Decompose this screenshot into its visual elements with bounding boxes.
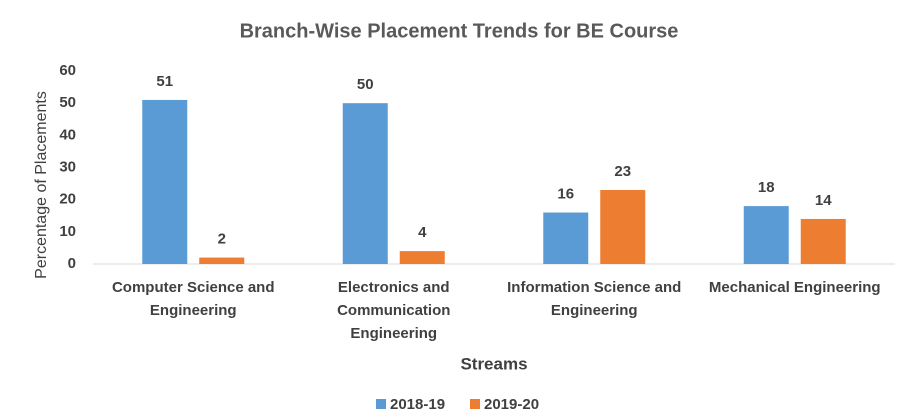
data-label: 50 [357,76,374,93]
x-tick-label: Mechanical Engineering [708,279,881,296]
bar [800,218,846,264]
data-label: 16 [557,186,574,203]
x-tick-label: Information Science and Engineering [507,279,682,319]
legend-label: 2019-20 [484,396,539,413]
data-label: 4 [418,224,427,241]
chart-title: Branch-Wise Placement Trends for BE Cour… [240,20,679,42]
x-tick-label: Electronics and Communication Engineerin… [337,279,451,342]
data-label: 14 [815,192,832,209]
x-axis-title: Streams [460,354,527,373]
bar [399,251,445,264]
y-axis-title: Percentage of Placements [33,91,50,279]
data-label: 51 [156,73,173,90]
bar [600,190,646,264]
y-tick-label: 10 [59,223,76,240]
data-label: 23 [614,163,631,180]
bar [142,99,188,264]
bar [199,257,245,264]
legend-label: 2018-19 [390,396,445,413]
y-tick-label: 40 [59,126,76,143]
y-tick-label: 0 [68,255,76,272]
bar [342,103,388,265]
y-tick-label: 60 [59,62,76,79]
bar [543,212,589,264]
y-tick-label: 20 [59,191,76,208]
legend-swatch [376,399,386,409]
bar [743,206,789,264]
x-tick-label: Computer Science and Engineering [111,279,275,319]
data-label: 2 [218,231,226,248]
y-tick-label: 50 [59,94,76,111]
y-tick-label: 30 [59,158,76,175]
legend-swatch [470,399,480,409]
data-label: 18 [758,179,775,196]
